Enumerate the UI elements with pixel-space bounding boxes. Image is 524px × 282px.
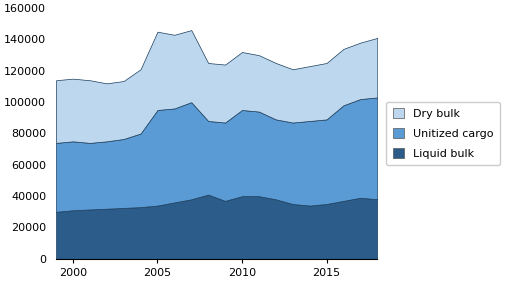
Legend: Dry bulk, Unitized cargo, Liquid bulk: Dry bulk, Unitized cargo, Liquid bulk [386,102,500,165]
